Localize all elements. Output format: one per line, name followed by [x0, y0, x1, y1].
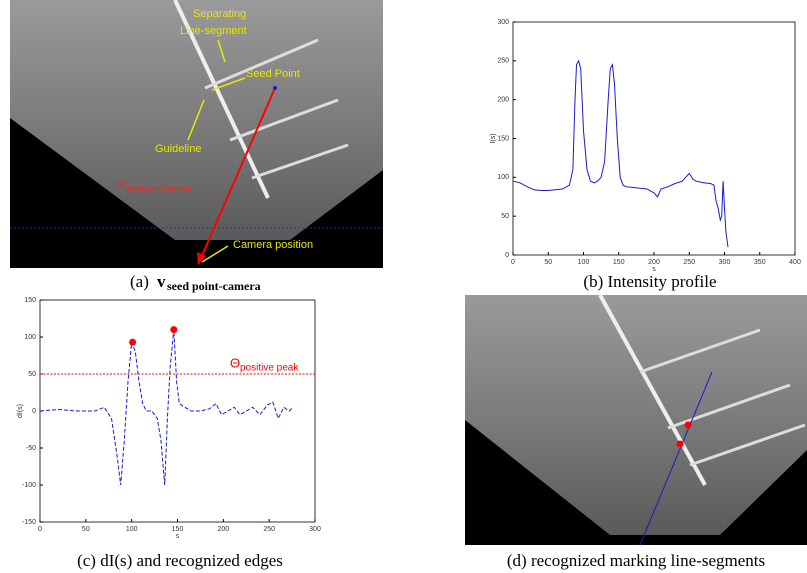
y-tick-label: 300 — [497, 19, 509, 26]
x-tick-label: 350 — [754, 259, 766, 266]
x-tick-label: 150 — [613, 259, 625, 266]
image-d — [465, 295, 807, 545]
caption: seed point-camera — [167, 279, 261, 293]
x-tick-label: 50 — [82, 526, 90, 533]
y-tick-label: 100 — [24, 334, 36, 341]
plot-frame — [40, 300, 315, 522]
series-line — [40, 330, 293, 485]
x-tick-label: 200 — [217, 526, 229, 533]
caption: v — [157, 272, 166, 291]
caption: (b) Intensity profile — [583, 272, 716, 291]
y-axis-label: dI(s) — [17, 404, 24, 418]
x-tick-label: 400 — [789, 259, 801, 266]
x-tick-label: 100 — [578, 259, 590, 266]
x-tick-label: 50 — [544, 259, 552, 266]
x-tick-label: 0 — [38, 526, 42, 533]
x-tick-label: 0 — [511, 259, 515, 266]
y-tick-label: -100 — [22, 482, 36, 489]
caption: (c) dI(s) and recognized edges — [77, 551, 283, 570]
caption: (d) recognized marking line-segments — [507, 551, 765, 570]
x-tick-label: 150 — [172, 526, 184, 533]
y-tick-label: -150 — [22, 519, 36, 526]
y-axis-label: I(s) — [490, 133, 497, 143]
y-tick-label: 50 — [28, 371, 36, 378]
x-tick-label: 250 — [683, 259, 695, 266]
peak-point — [129, 339, 136, 346]
caption: (a) — [130, 272, 149, 291]
series-line — [513, 61, 728, 247]
annotation: seed point-camera — [126, 184, 193, 193]
annotation: V — [118, 178, 126, 190]
x-tick-label: 250 — [263, 526, 275, 533]
y-tick-label: -50 — [26, 445, 36, 452]
y-tick-label: 50 — [501, 213, 509, 220]
y-tick-label: 0 — [32, 408, 36, 415]
plot-frame — [513, 22, 795, 255]
y-tick-label: 0 — [505, 252, 509, 259]
annotation: Seed Point — [246, 68, 300, 80]
x-tick-label: 200 — [648, 259, 660, 266]
annotation: Separating — [193, 8, 246, 20]
page: {"figure_a": {"labels": {"separating": "… — [0, 0, 807, 573]
y-tick-label: 150 — [24, 297, 36, 304]
annotation: Camera position — [233, 239, 313, 251]
x-tick-label: 100 — [126, 526, 138, 533]
annotation: Line-segment — [180, 25, 247, 37]
annotation: Guideline — [155, 143, 201, 155]
y-tick-label: 250 — [497, 58, 509, 65]
x-axis-label: s — [176, 533, 180, 540]
threshold-label: positive peak — [240, 363, 299, 374]
y-tick-label: 100 — [497, 174, 509, 181]
figure: Separating Line-segment Seed Point Guide… — [0, 0, 807, 573]
image-a: Separating Line-segment Seed Point Guide… — [10, 0, 383, 268]
threshold-label: Θ — [230, 355, 240, 370]
y-tick-label: 200 — [497, 97, 509, 104]
x-tick-label: 300 — [309, 526, 321, 533]
x-tick-label: 300 — [719, 259, 731, 266]
peak-point — [170, 326, 177, 333]
y-tick-label: 150 — [497, 135, 509, 142]
